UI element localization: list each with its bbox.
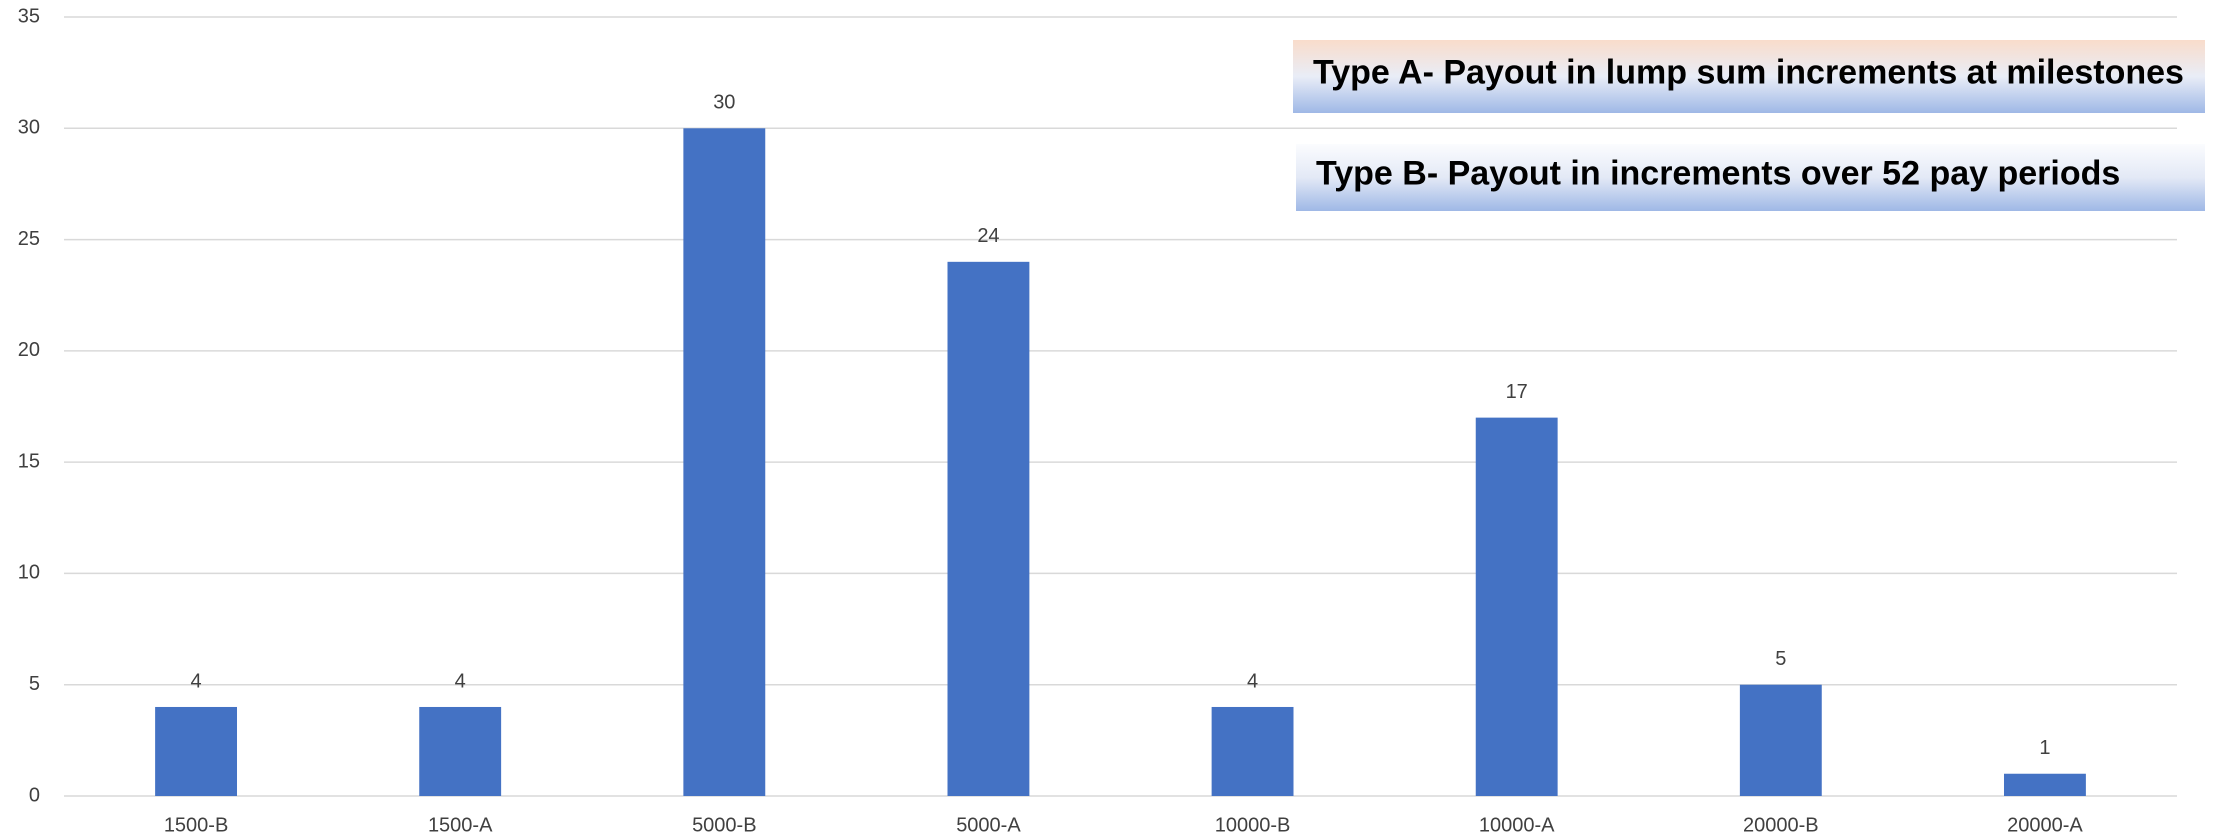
annotation: Type A- Payout in lump sum increments at…: [1313, 53, 2184, 91]
bar: [155, 706, 238, 796]
y-tick-label: 10: [18, 562, 40, 584]
annotation: Type B- Payout in increments over 52 pay…: [1316, 154, 2120, 192]
data-label: 30: [713, 92, 735, 114]
data-label: 17: [1506, 381, 1528, 403]
y-tick-label: 15: [18, 450, 40, 472]
bar: [1475, 417, 1558, 796]
bar: [419, 706, 502, 796]
x-tick-label: 5000-B: [692, 814, 757, 836]
y-tick-label: 35: [18, 5, 40, 27]
data-label: 4: [1247, 670, 1258, 692]
data-label: 1: [2039, 737, 2050, 759]
y-tick-label: 0: [29, 784, 40, 806]
y-tick-label: 5: [29, 673, 40, 695]
y-tick-label: 30: [18, 117, 40, 139]
x-tick-label: 20000-A: [2007, 814, 2083, 836]
bar: [1211, 706, 1294, 796]
x-tick-label: 5000-A: [956, 814, 1021, 836]
bar: [2003, 773, 2086, 796]
annotation-box: [1296, 144, 2205, 211]
x-tick-label: 20000-B: [1743, 814, 1819, 836]
data-label: 4: [455, 670, 466, 692]
data-label: 24: [977, 225, 999, 247]
x-tick-label: 10000-A: [1479, 814, 1555, 836]
bar: [947, 261, 1030, 796]
bar: [683, 128, 766, 797]
y-tick-label: 20: [18, 339, 40, 361]
data-label: 5: [1775, 648, 1786, 670]
x-tick-label: 1500-B: [164, 814, 229, 836]
annotation-box: [1293, 40, 2205, 113]
x-tick-label: 10000-B: [1215, 814, 1291, 836]
y-tick-label: 25: [18, 228, 40, 250]
bar: [1739, 684, 1822, 796]
data-label: 4: [191, 670, 202, 692]
x-tick-label: 1500-A: [428, 814, 493, 836]
